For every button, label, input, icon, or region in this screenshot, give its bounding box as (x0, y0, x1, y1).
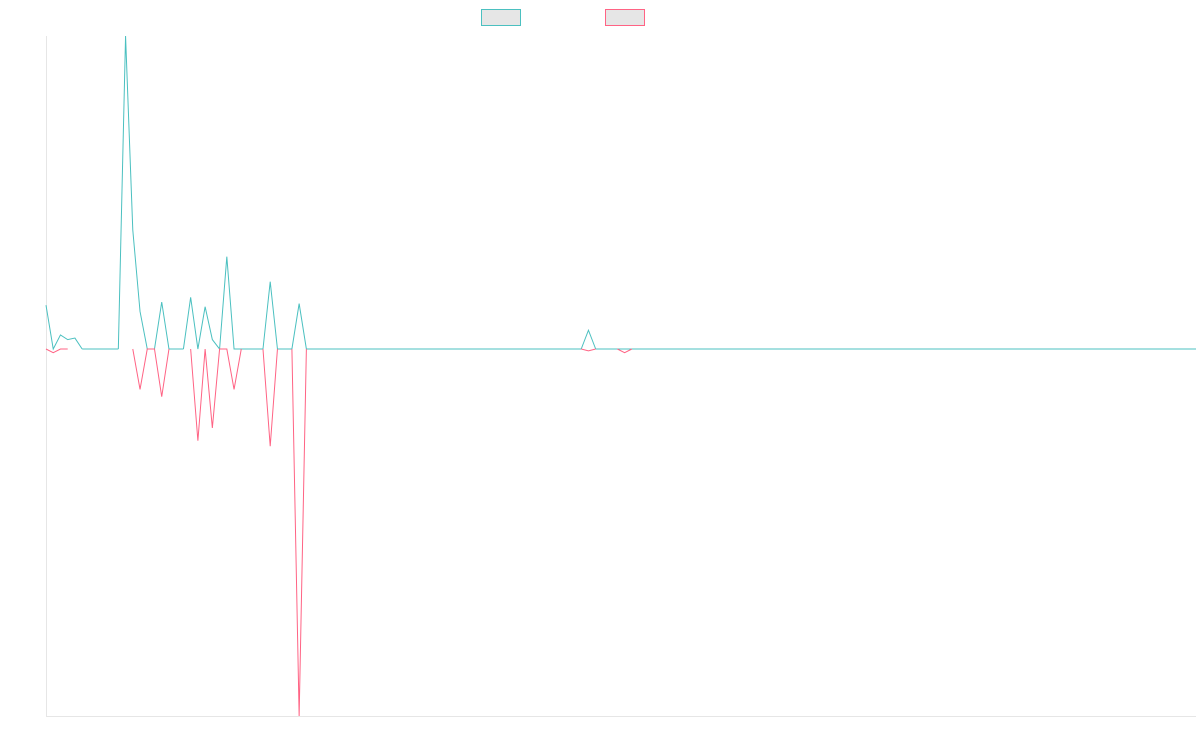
legend-swatch-2[interactable] (605, 9, 645, 26)
series-1-segment-2 (117, 35, 170, 350)
series-1-segment-6 (580, 328, 597, 350)
series-1-segment-4 (262, 281, 278, 350)
axes (46, 36, 1196, 717)
series-1 (45, 35, 597, 351)
series-2-segment-2 (132, 348, 170, 397)
series-1-segment-1 (45, 305, 83, 351)
series-1-segment-3 (182, 256, 249, 351)
series-2-segment-6 (581, 348, 596, 352)
legend-swatch-1[interactable] (481, 9, 521, 26)
series-1-segment-5 (291, 303, 307, 350)
series-2-segment-4 (262, 348, 278, 447)
plot-area (45, 35, 1196, 717)
series-2-segment-3 (190, 348, 242, 441)
series-2-segment-5 (291, 348, 307, 717)
series-2-segment-7 (617, 348, 633, 354)
series-2-segment-1 (45, 348, 68, 354)
legend (481, 9, 645, 26)
series-2 (45, 348, 633, 717)
